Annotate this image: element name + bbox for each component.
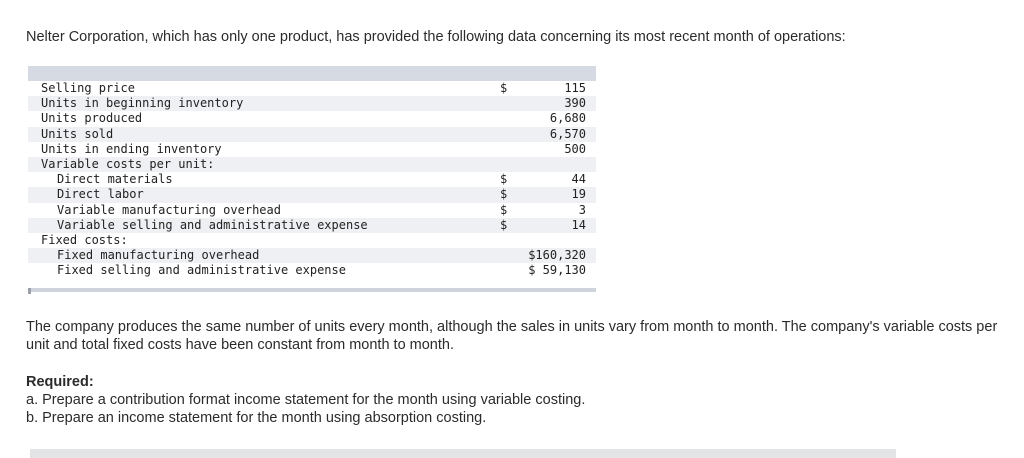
row-label: Direct materials <box>57 172 173 187</box>
row-label: Units produced <box>41 111 143 126</box>
row-label: Fixed manufacturing overhead <box>57 248 260 263</box>
row-label: Selling price <box>41 81 135 95</box>
row-currency <box>500 233 518 248</box>
table-bottom-corner <box>28 288 31 294</box>
table-row: Variable costs per unit: <box>28 157 596 173</box>
table-row: Units sold 6,570 <box>28 126 596 142</box>
row-currency <box>500 248 518 263</box>
row-label: Variable selling and administrative expe… <box>57 217 368 232</box>
row-currency <box>500 263 518 278</box>
description-paragraph: The company produces the same number of … <box>26 319 998 353</box>
answer-area-bar <box>30 449 896 458</box>
row-value: 6,570 <box>549 126 586 141</box>
row-value: 19 <box>571 187 586 202</box>
row-currency: $ <box>500 217 508 232</box>
required-list: a. Prepare a contribution format income … <box>26 391 585 427</box>
row-currency: $ <box>500 202 508 217</box>
table-bottom-border <box>28 288 596 292</box>
table-row: Direct materials $44 <box>28 172 596 188</box>
row-label: Direct labor <box>57 187 144 202</box>
row-value <box>518 157 596 172</box>
row-value <box>518 233 596 248</box>
row-currency: $ <box>500 172 508 187</box>
row-value: 6,680 <box>549 111 586 126</box>
row-value: $160,320 <box>528 248 586 263</box>
table-row: Fixed costs: <box>28 233 596 249</box>
row-value: 115 <box>564 81 586 95</box>
table-row: Variable selling and administrative expe… <box>28 217 596 234</box>
row-value: 390 <box>564 96 586 111</box>
row-value: 14 <box>571 217 586 232</box>
required-title: Required: <box>26 374 94 390</box>
table-row: Units in ending inventory 500 <box>28 141 596 158</box>
row-currency <box>500 96 518 111</box>
row-value: 44 <box>571 172 586 187</box>
row-label: Units in beginning inventory <box>41 96 244 111</box>
row-value: 3 <box>578 202 586 217</box>
row-label: Fixed selling and administrative expense <box>57 263 346 278</box>
table-row: Direct labor $19 <box>28 187 596 203</box>
intro-text: Nelter Corporation, which has only one p… <box>26 29 846 45</box>
table-row: Fixed manufacturing overhead $160,320 <box>28 248 596 264</box>
header-cell <box>500 66 518 81</box>
row-label: Variable costs per unit: <box>41 157 215 172</box>
header-cell <box>28 66 500 81</box>
table-row: Units produced 6,680 <box>28 111 596 127</box>
row-currency <box>500 127 518 142</box>
required-item-b: b. Prepare an income statement for the m… <box>26 410 487 426</box>
table-row: Variable manufacturing overhead $3 <box>28 202 596 218</box>
header-cell <box>518 66 596 81</box>
row-label: Variable manufacturing overhead <box>57 202 281 217</box>
row-currency <box>500 111 518 126</box>
row-currency <box>500 142 518 157</box>
row-currency: $ <box>500 187 508 202</box>
row-value: 500 <box>564 141 586 156</box>
row-label: Units sold <box>41 126 114 141</box>
row-currency <box>500 157 518 172</box>
row-value: $ 59,130 <box>528 263 586 278</box>
table-row: Fixed selling and administrative expense… <box>28 263 596 279</box>
table-row: Units in beginning inventory 390 <box>28 96 596 112</box>
row-currency: $ <box>500 81 508 95</box>
operations-data-table: Selling price $115 Units in beginning inve… <box>28 66 596 279</box>
required-item-a: a. Prepare a contribution format income … <box>26 392 586 408</box>
table-row: Selling price $115 <box>28 81 596 97</box>
table-body: Selling price $115 Units in beginning inve… <box>28 81 596 279</box>
table-header-row <box>28 66 596 81</box>
row-label: Fixed costs: <box>41 233 128 248</box>
row-label: Units in ending inventory <box>41 141 222 156</box>
